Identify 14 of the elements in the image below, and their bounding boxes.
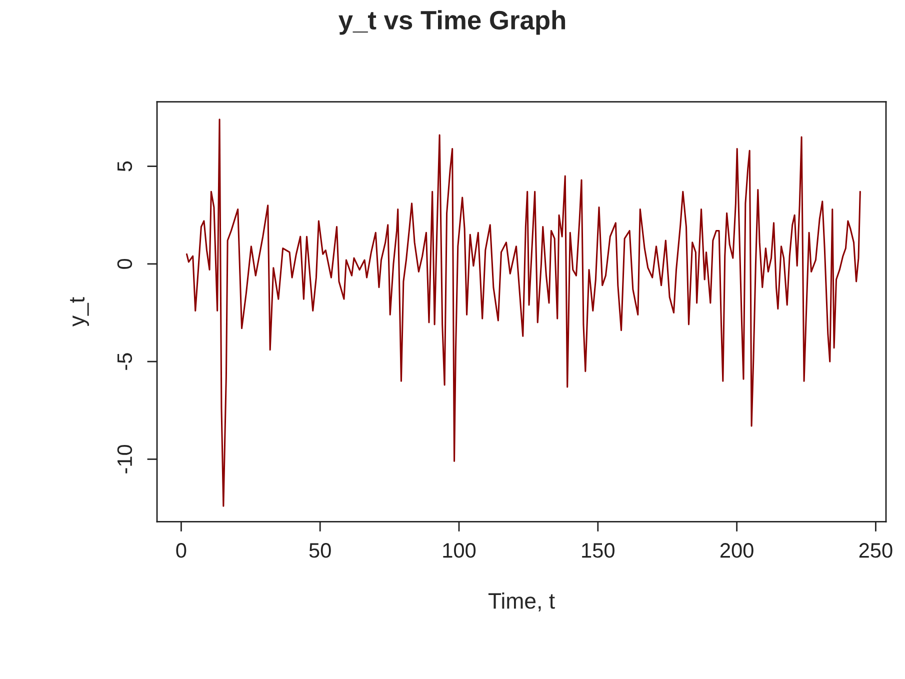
y-tick-label: 0 (117, 258, 132, 269)
x-tick-label: 200 (720, 543, 754, 558)
y-tick-label: -5 (118, 353, 132, 370)
line-series (186, 118, 861, 507)
y-axis-title: y_t (70, 297, 89, 327)
x-tick-label: 50 (309, 543, 331, 558)
x-tick-label: 250 (859, 543, 892, 558)
x-tick-label: 100 (443, 543, 476, 558)
x-tick-label: 150 (582, 543, 614, 558)
chart-title: y_t vs Time Graph (338, 10, 566, 35)
x-tick-label: 0 (176, 543, 186, 558)
y-tick-label: -10 (117, 444, 132, 474)
y-tick-label: 5 (118, 161, 132, 172)
x-axis-title: Time, t (488, 592, 555, 612)
